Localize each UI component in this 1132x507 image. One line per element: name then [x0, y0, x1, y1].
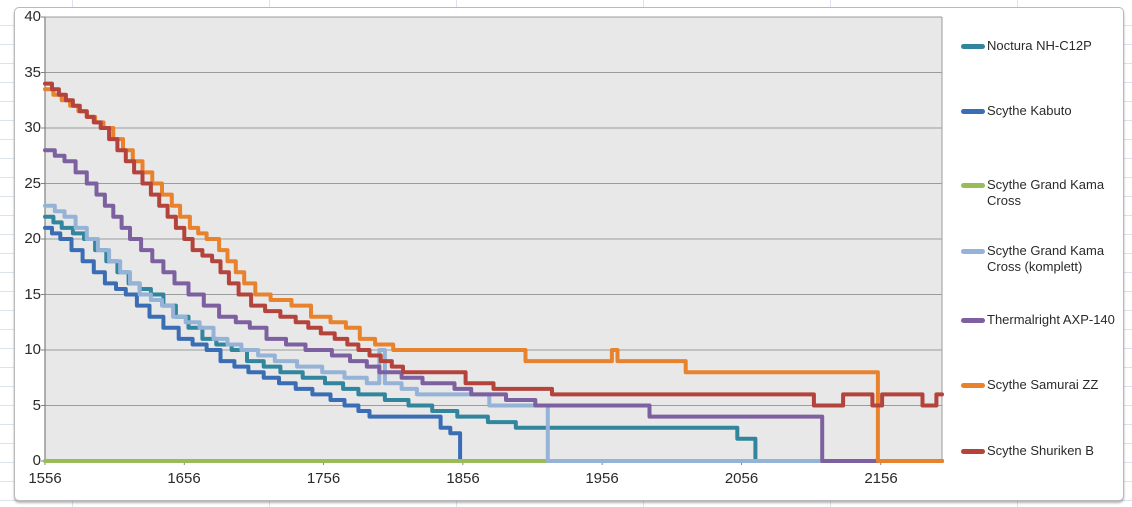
legend-item-scythe-samurai-zz[interactable]: Scythe Samurai ZZ [961, 377, 1098, 393]
series-line-scythe-shuriken-b[interactable] [43, 81, 944, 408]
x-axis-tick-label: 1956 [585, 470, 619, 487]
legend-item-label: Scythe Shuriken B [987, 443, 1094, 458]
plot-area [15, 8, 1125, 502]
legend-item-scythe-kabuto[interactable]: Scythe Kabuto [961, 103, 1072, 119]
legend-item-scythe-grand-kama-cross-komplett[interactable]: Scythe Grand Kama Cross (komplett) [961, 243, 1119, 275]
y-axis-tick-label: 40 [24, 8, 41, 25]
legend-item-scythe-grand-kama-cross[interactable]: Scythe Grand Kama Cross [961, 177, 1119, 209]
legend-line-swatch [961, 109, 985, 114]
y-axis-tick-label: 30 [24, 119, 41, 136]
y-axis-tick-label: 10 [24, 341, 41, 358]
y-axis-tick-label: 35 [24, 64, 41, 81]
x-axis-tick-label: 1756 [306, 470, 341, 487]
legend-item-scythe-shuriken-b[interactable]: Scythe Shuriken B [961, 443, 1094, 459]
legend-item-label: Scythe Samurai ZZ [987, 377, 1099, 392]
x-axis-tick-label: 1856 [446, 470, 480, 487]
legend-item-label: Noctura NH-C12P [987, 38, 1092, 53]
y-axis-tick-label: 15 [24, 286, 41, 303]
x-axis-tick-label: 1556 [28, 470, 62, 487]
y-axis-tick-label: 0 [32, 452, 41, 469]
chart-svg [41, 16, 944, 465]
chart-canvas[interactable]: 40 35 30 25 20 15 10 5 0 1556 1656 1756 … [14, 7, 1124, 501]
series-line-scythe-kabuto[interactable] [43, 225, 463, 463]
legend-item-label: Scythe Grand Kama Cross (komplett) [987, 243, 1105, 274]
chart-legend: Noctura NH-C12P Scythe Kabuto Scythe Gra… [961, 8, 1125, 502]
legend-line-swatch [961, 383, 985, 388]
legend-line-swatch [961, 318, 985, 323]
y-axis-tick-label: 20 [24, 230, 41, 247]
legend-item-label: Thermalright AXP-140 [987, 312, 1115, 327]
legend-item-label: Scythe Grand Kama Cross [987, 177, 1105, 208]
x-axis-tick-label: 1656 [167, 470, 201, 487]
y-axis-tick-label: 5 [32, 397, 41, 414]
x-axis-tick-label: 2156 [864, 470, 898, 487]
series-line-scythe-grand-kama-cross-komplett[interactable] [43, 203, 944, 463]
legend-item-noctura-nh-c12p[interactable]: Noctura NH-C12P [961, 38, 1092, 54]
legend-line-swatch [961, 183, 985, 188]
series-line-thermalright-axp-140[interactable] [43, 148, 944, 463]
y-axis-tick-label: 25 [24, 175, 41, 192]
legend-line-swatch [961, 44, 985, 49]
legend-item-label: Scythe Kabuto [987, 103, 1072, 118]
legend-line-swatch [961, 249, 985, 254]
legend-item-thermalright-axp-140[interactable]: Thermalright AXP-140 [961, 312, 1115, 328]
x-axis-tick-label: 2056 [724, 470, 759, 487]
legend-line-swatch [961, 449, 985, 454]
